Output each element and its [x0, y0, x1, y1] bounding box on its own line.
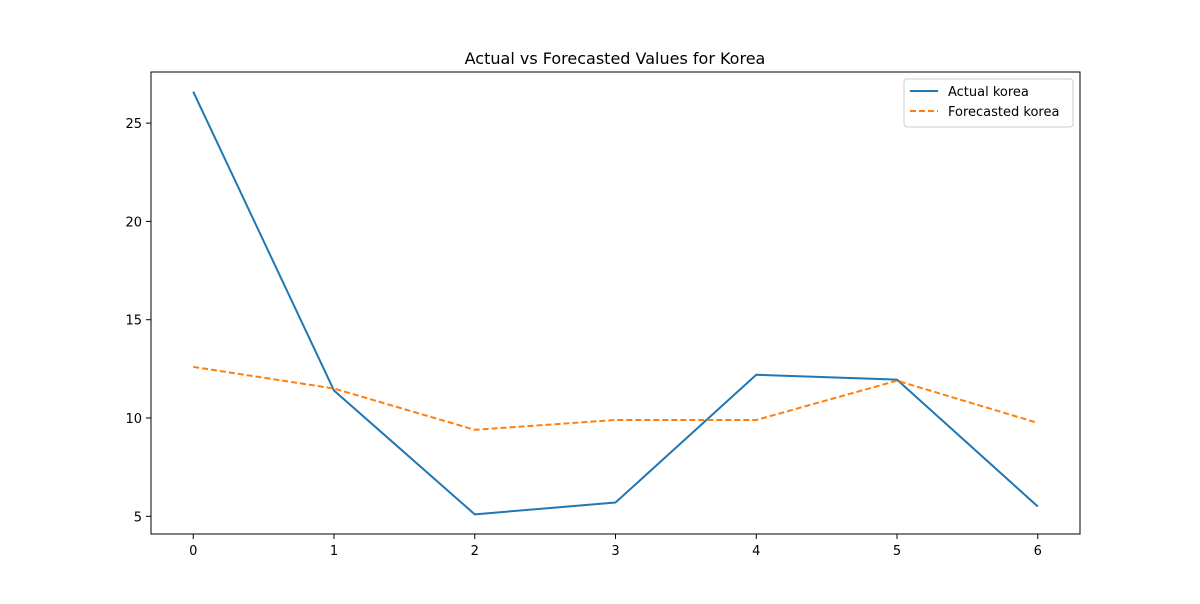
data-point-0-1: [333, 389, 335, 391]
y-tick-label: 25: [125, 117, 142, 132]
data-point-1-2: [474, 429, 476, 431]
x-tick-label: 6: [1034, 544, 1042, 559]
y-tick-label: 20: [125, 215, 142, 230]
data-point-1-5: [896, 380, 898, 382]
data-point-0-6: [1037, 505, 1039, 507]
data-point-0-2: [474, 513, 476, 515]
series-line-0: [192, 91, 1039, 516]
series-layer: [192, 91, 1039, 516]
x-tick-label: 4: [752, 544, 760, 559]
data-point-0-4: [755, 374, 757, 376]
legend-label-0: Actual korea: [948, 85, 1029, 100]
x-tick-label: 5: [893, 544, 901, 559]
data-point-1-1: [333, 388, 335, 390]
y-tick-label: 15: [125, 314, 142, 329]
y-tick-label: 10: [125, 412, 142, 427]
x-tick-label: 3: [611, 544, 619, 559]
data-point-1-0: [192, 366, 194, 368]
plot-area-frame: [150, 71, 1081, 535]
x-tick-label: 2: [471, 544, 479, 559]
legend-frame: [903, 78, 1074, 128]
y-axis: 5 10 15 20 25: [125, 117, 151, 525]
legend-label-1: Forecasted korea: [948, 105, 1059, 120]
x-tick-label: 0: [189, 544, 197, 559]
legend: Actual korea Forecasted korea: [903, 78, 1074, 128]
data-point-1-4: [755, 419, 757, 421]
chart-title: Actual vs Forecasted Values for Korea: [465, 49, 766, 68]
data-point-0-3: [615, 502, 617, 504]
data-point-0-0: [192, 91, 194, 93]
data-point-1-3: [615, 419, 617, 421]
x-tick-label: 1: [330, 544, 338, 559]
x-axis: 0 1 2 3 4 5 6: [189, 534, 1042, 559]
y-tick-label: 5: [134, 510, 142, 525]
data-point-1-6: [1037, 422, 1039, 424]
